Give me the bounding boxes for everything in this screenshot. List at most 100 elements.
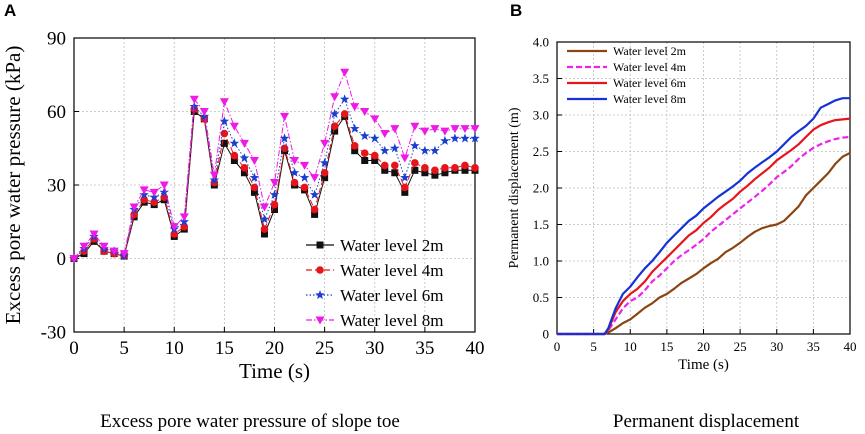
data-point-1 bbox=[260, 230, 268, 238]
y-tick-label: 0 bbox=[543, 327, 550, 342]
x-tick-label: 0 bbox=[554, 339, 561, 354]
data-point-4 bbox=[229, 122, 239, 131]
legend-marker-2 bbox=[316, 266, 324, 274]
legend-label-1: Water level 2m bbox=[613, 44, 687, 58]
data-point-4 bbox=[139, 186, 149, 195]
y-tick-label: 2.0 bbox=[533, 181, 549, 196]
data-point-2 bbox=[360, 149, 369, 157]
x-axis-label: Time (s) bbox=[239, 359, 310, 383]
data-point-2 bbox=[240, 164, 249, 172]
data-point-3 bbox=[329, 108, 340, 118]
data-point-3 bbox=[460, 133, 470, 143]
data-point-2 bbox=[140, 195, 148, 204]
x-tick-label: 25 bbox=[734, 339, 747, 354]
x-tick-label: 35 bbox=[807, 339, 820, 354]
data-point-4 bbox=[300, 161, 310, 170]
legend-marker-3 bbox=[315, 290, 325, 299]
series-line-2 bbox=[557, 135, 851, 336]
data-point-1 bbox=[381, 166, 389, 174]
data-point-2 bbox=[421, 164, 429, 172]
data-point-3 bbox=[400, 172, 410, 182]
data-point-1 bbox=[421, 169, 429, 177]
legend-marker-1 bbox=[316, 241, 324, 249]
data-point-1 bbox=[311, 210, 319, 218]
data-point-4 bbox=[440, 127, 450, 136]
data-point-4 bbox=[430, 125, 440, 134]
data-point-3 bbox=[380, 145, 390, 155]
data-point-3 bbox=[269, 189, 280, 199]
data-point-4 bbox=[410, 122, 420, 131]
caption-b: Permanent displacement bbox=[613, 411, 800, 432]
data-point-4 bbox=[219, 98, 229, 107]
y-tick-label: 0 bbox=[57, 249, 67, 270]
data-point-3 bbox=[259, 214, 270, 224]
data-point-3 bbox=[299, 172, 310, 182]
y-tick-label: 3.0 bbox=[533, 108, 549, 123]
legend-marker-4 bbox=[315, 316, 325, 325]
y-tick-label: 1.5 bbox=[533, 217, 549, 232]
series-line-1 bbox=[557, 152, 851, 336]
data-point-4 bbox=[390, 125, 400, 134]
data-point-4 bbox=[89, 230, 99, 239]
panel-letter-a: A bbox=[4, 1, 16, 20]
data-point-4 bbox=[280, 112, 290, 121]
data-point-2 bbox=[270, 200, 279, 209]
data-point-4 bbox=[109, 247, 119, 256]
data-point-1 bbox=[361, 157, 369, 164]
data-point-3 bbox=[219, 116, 230, 126]
data-point-3 bbox=[430, 145, 440, 155]
data-point-2 bbox=[170, 230, 179, 238]
data-point-4 bbox=[460, 125, 470, 134]
data-point-2 bbox=[260, 225, 269, 233]
x-tick-label: 30 bbox=[365, 338, 384, 359]
x-tick-label: 15 bbox=[215, 338, 234, 359]
data-point-3 bbox=[319, 158, 330, 167]
data-point-4 bbox=[450, 125, 460, 134]
y-tick-label: 90 bbox=[47, 29, 66, 50]
y-tick-label: 1.0 bbox=[533, 254, 549, 269]
data-point-3 bbox=[229, 138, 240, 148]
x-tick-label: 0 bbox=[69, 338, 79, 359]
data-point-4 bbox=[420, 127, 430, 136]
data-point-4 bbox=[290, 157, 300, 165]
data-point-4 bbox=[320, 139, 330, 148]
chart-panel-b: 0 5 10 15 20 25 30 35 40 0 0.5 1.0 1.5 2.0 2.5 3.0 3.5 4.… bbox=[507, 35, 857, 373]
data-point-1 bbox=[250, 188, 258, 196]
data-point-2 bbox=[230, 151, 239, 160]
x-tick-label: 10 bbox=[165, 338, 184, 359]
legend: Water level 2m Water level 4m Water level … bbox=[567, 44, 687, 106]
data-point-4 bbox=[259, 203, 269, 212]
data-point-1 bbox=[371, 157, 379, 164]
data-point-3 bbox=[239, 153, 250, 163]
y-tick-label: 30 bbox=[47, 176, 66, 197]
y-tick-label: 3.5 bbox=[533, 71, 549, 86]
data-point-3 bbox=[289, 167, 300, 177]
data-point-3 bbox=[189, 101, 200, 111]
data-point-2 bbox=[300, 183, 309, 192]
x-tick-label: 5 bbox=[590, 339, 597, 354]
data-point-2 bbox=[350, 142, 359, 150]
data-point-2 bbox=[180, 222, 189, 231]
data-point-3 bbox=[339, 94, 350, 104]
data-point-1 bbox=[401, 188, 409, 196]
data-point-1 bbox=[271, 206, 278, 213]
data-point-1 bbox=[461, 166, 469, 174]
x-tick-label: 35 bbox=[415, 338, 434, 359]
data-point-3 bbox=[390, 143, 400, 153]
series-line-4 bbox=[73, 71, 475, 259]
legend-label-3: Water level 6m bbox=[340, 286, 443, 305]
x-tick-label: 30 bbox=[770, 339, 783, 354]
series-line-3 bbox=[557, 117, 851, 336]
data-point-2 bbox=[320, 168, 329, 177]
data-point-3 bbox=[420, 145, 430, 155]
data-point-3 bbox=[349, 123, 360, 133]
data-point-2 bbox=[391, 161, 399, 170]
data-point-4 bbox=[119, 250, 129, 259]
data-point-2 bbox=[340, 110, 349, 118]
data-point-4 bbox=[169, 223, 179, 232]
x-tick-label: 40 bbox=[844, 339, 857, 354]
y-tick-label: 60 bbox=[47, 102, 66, 123]
data-point-4 bbox=[340, 68, 350, 77]
data-point-2 bbox=[250, 183, 259, 192]
